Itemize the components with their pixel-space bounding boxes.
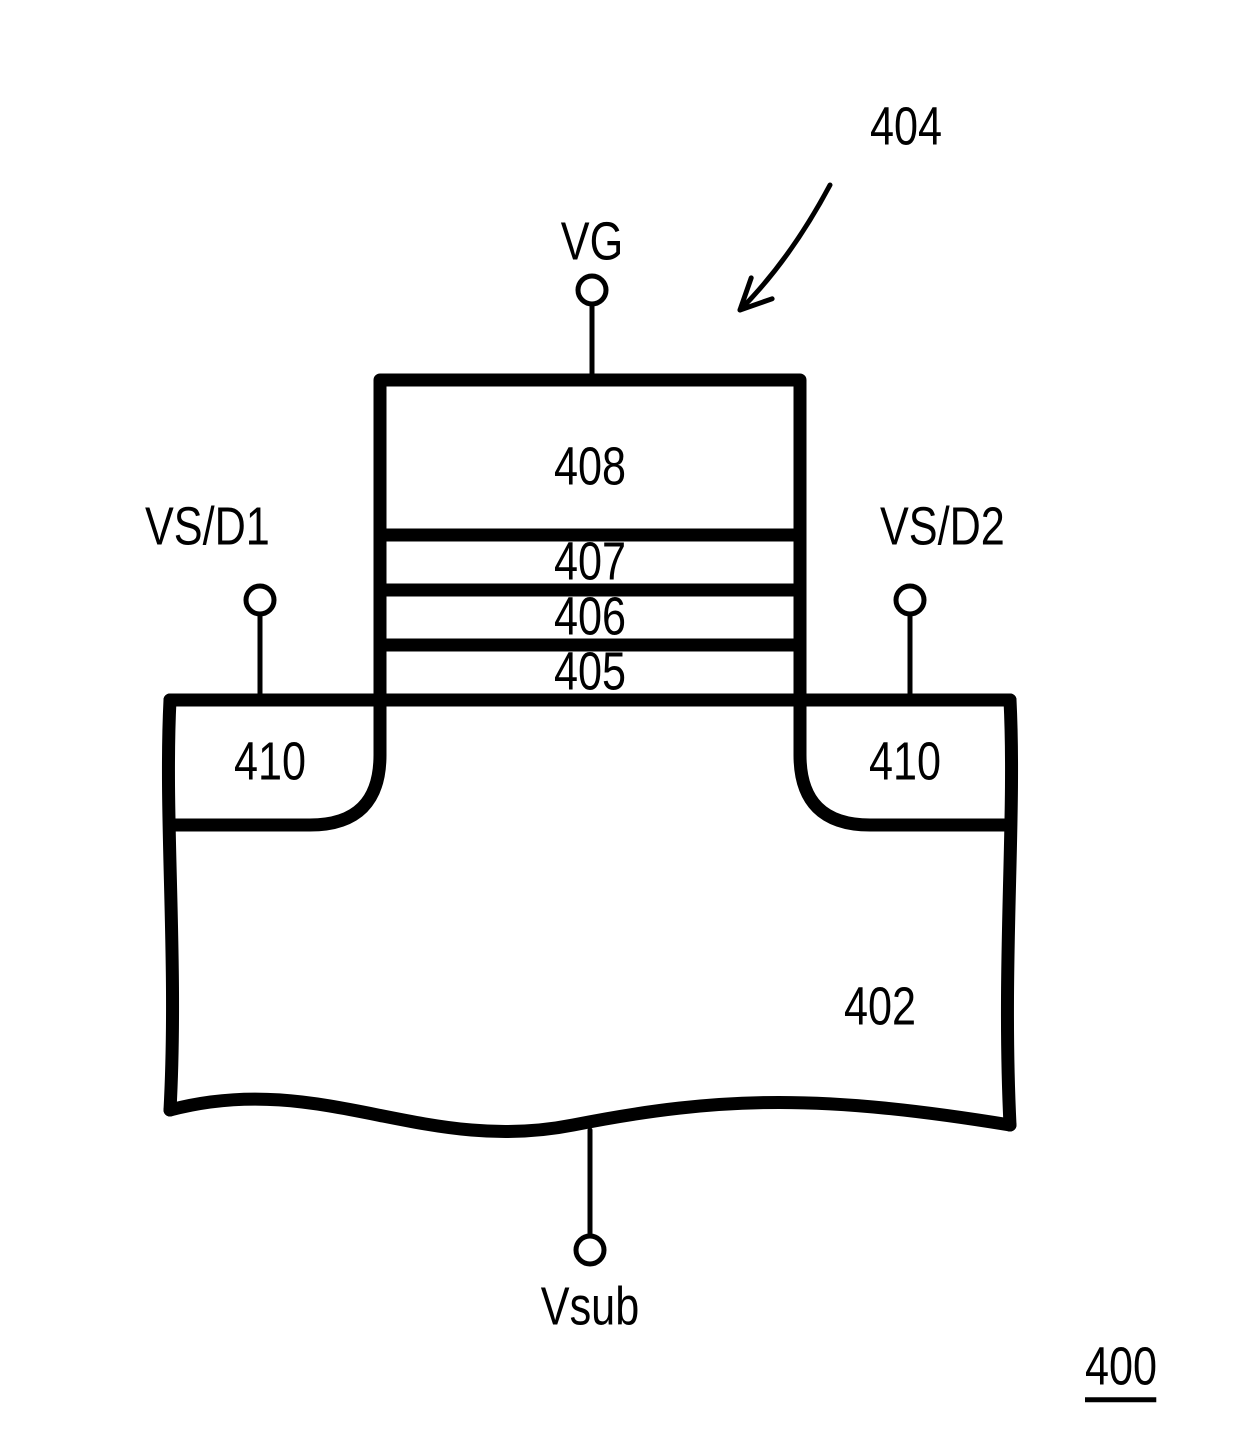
terminal-vsd1-pad <box>246 586 274 614</box>
label-VSD2: VS/D2 <box>880 497 1005 557</box>
terminal-vg-pad <box>578 276 606 304</box>
substrate-bottom <box>170 1099 1010 1131</box>
label-fig_404: 404 <box>870 97 942 157</box>
terminal-vsub-pad <box>576 1236 604 1264</box>
label-l407: 407 <box>554 532 626 592</box>
label-l405: 405 <box>554 642 626 702</box>
figure-canvas: 404 VG VS/D1 VS/D2 408 407406405 410 410 402 Vsub… <box>0 0 1258 1452</box>
terminal-vsd2-pad <box>896 586 924 614</box>
callout-404-arc <box>740 185 830 310</box>
substrate-right <box>1007 700 1011 1125</box>
label-l402: 402 <box>844 977 916 1037</box>
label-l410L: 410 <box>234 732 306 792</box>
label-l400: 400 <box>1085 1337 1157 1397</box>
label-l406: 406 <box>554 587 626 647</box>
label-l410R: 410 <box>869 732 941 792</box>
label-l408: 408 <box>554 437 626 497</box>
substrate-left <box>168 700 172 1110</box>
label-VG: VG <box>561 212 623 272</box>
label-Vsub: Vsub <box>541 1277 639 1337</box>
label-VSD1: VS/D1 <box>145 497 270 557</box>
